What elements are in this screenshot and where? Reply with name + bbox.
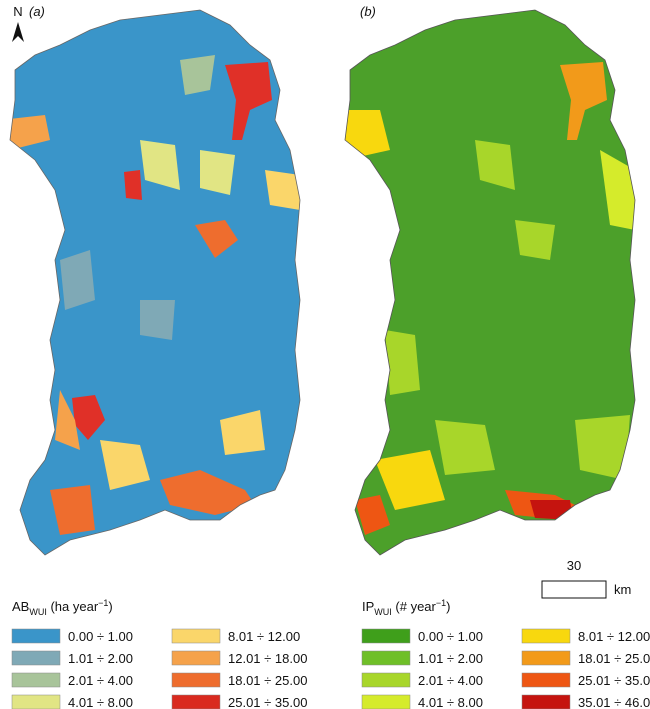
title-sub: WUI bbox=[374, 607, 392, 617]
legend-label: 8.01 ÷ 12.00 bbox=[228, 629, 300, 644]
legend-swatch bbox=[171, 650, 221, 666]
legend-label: 25.01 ÷ 35.00 bbox=[228, 695, 307, 709]
legend-label: 4.01 ÷ 8.00 bbox=[68, 695, 133, 709]
legend-swatch bbox=[171, 672, 221, 688]
legend-swatch bbox=[361, 694, 411, 709]
legend-swatch bbox=[171, 694, 221, 709]
legend-label: 1.01 ÷ 2.00 bbox=[68, 651, 133, 666]
scale-value: 30 bbox=[567, 558, 581, 573]
legend-swatch bbox=[521, 628, 571, 644]
title-close: ) bbox=[108, 599, 112, 614]
legend-label: 18.01 ÷ 25.00 bbox=[228, 673, 307, 688]
legend-label: 12.01 ÷ 18.00 bbox=[228, 651, 307, 666]
legend-swatch bbox=[11, 650, 61, 666]
legend-swatch bbox=[361, 628, 411, 644]
title-unit: (ha year bbox=[47, 599, 99, 614]
title-sub: WUI bbox=[29, 607, 47, 617]
legend-swatch bbox=[521, 650, 571, 666]
legend-title: ABWUI (ha year−1) bbox=[12, 598, 113, 617]
legend-swatch bbox=[521, 672, 571, 688]
title-close: ) bbox=[446, 599, 450, 614]
legend-label: 4.01 ÷ 8.00 bbox=[418, 695, 483, 709]
legend-swatch bbox=[11, 694, 61, 709]
legend: ABWUI (ha year−1) 0.00 ÷ 1.00 1.01 ÷ 2.00 2… bbox=[11, 598, 307, 709]
legend-title: IPWUI (# year−1) bbox=[362, 598, 450, 617]
legend-swatch bbox=[11, 628, 61, 644]
panel-label: (b) bbox=[360, 4, 376, 19]
legend-label: 0.00 ÷ 1.00 bbox=[418, 629, 483, 644]
legend-label: 2.01 ÷ 4.00 bbox=[418, 673, 483, 688]
title-sup: −1 bbox=[98, 598, 108, 608]
legend-label: 8.01 ÷ 12.00 bbox=[578, 629, 650, 644]
scale-bar: 30 km bbox=[541, 558, 631, 599]
panel-label: (a) bbox=[29, 4, 45, 19]
legend-swatch bbox=[521, 694, 571, 709]
title-main: AB bbox=[12, 599, 29, 614]
legend-label: 2.01 ÷ 4.00 bbox=[68, 673, 133, 688]
legend-swatch bbox=[171, 628, 221, 644]
legend-label: 35.01 ÷ 46.00 bbox=[578, 695, 650, 709]
north-arrow: N bbox=[12, 4, 24, 42]
scale-unit: km bbox=[614, 582, 631, 597]
legend-label: 25.01 ÷ 35.00 bbox=[578, 673, 650, 688]
legend-swatch bbox=[361, 672, 411, 688]
legend-label: 0.00 ÷ 1.00 bbox=[68, 629, 133, 644]
legend-swatch bbox=[11, 672, 61, 688]
legend-label: 1.01 ÷ 2.00 bbox=[418, 651, 483, 666]
map-a bbox=[10, 10, 300, 555]
north-label: N bbox=[13, 4, 22, 19]
title-main: IP bbox=[362, 599, 374, 614]
map-b bbox=[345, 10, 635, 555]
legend: IPWUI (# year−1) 0.00 ÷ 1.00 1.01 ÷ 2.00 2.… bbox=[361, 598, 650, 709]
title-unit: (# year bbox=[392, 599, 437, 614]
legend-label: 18.01 ÷ 25.00 bbox=[578, 651, 650, 666]
legend-swatch bbox=[361, 650, 411, 666]
title-sup: −1 bbox=[436, 598, 446, 608]
